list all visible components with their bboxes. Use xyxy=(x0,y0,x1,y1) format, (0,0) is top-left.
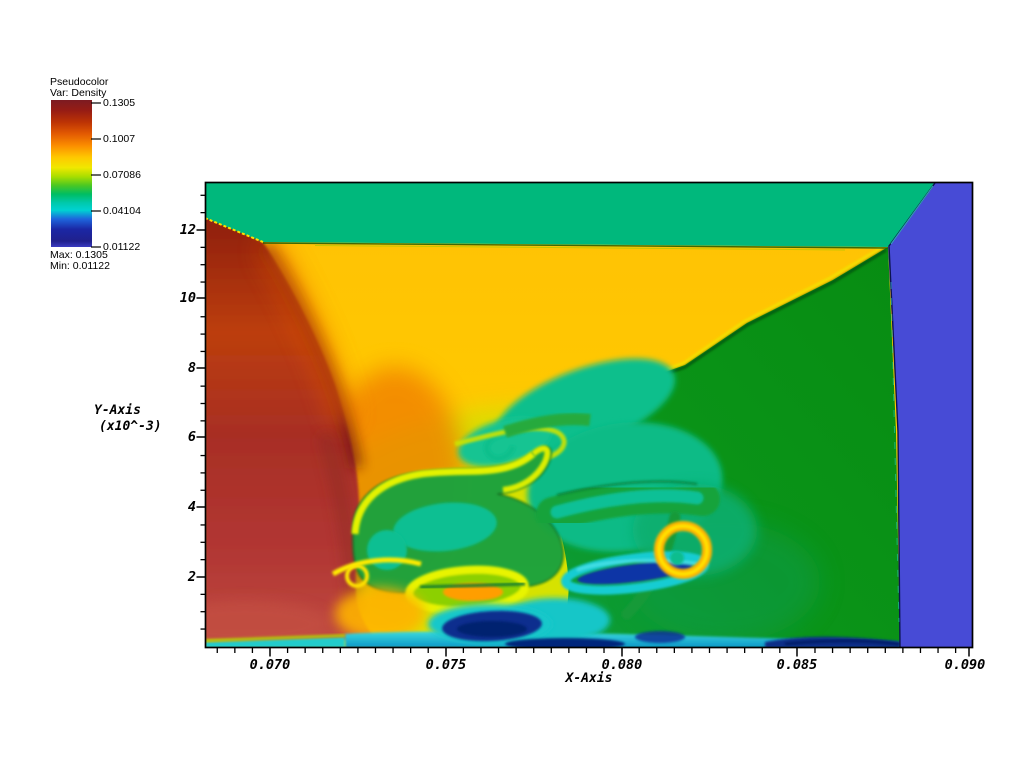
y-axis-exponent: (x10^-3) xyxy=(99,419,162,434)
y-axis-title: Y-Axis xyxy=(94,403,141,418)
colorbar-tick-label: 0.01122 xyxy=(103,241,141,253)
y-tick-label: 4 xyxy=(187,499,196,515)
plot-canvas-density-field[interactable] xyxy=(205,182,973,648)
x-axis-title: X-Axis xyxy=(565,671,613,686)
legend-title: Pseudocolor xyxy=(50,76,109,88)
x-tick-label: 0.080 xyxy=(601,657,643,673)
x-tick-label: 0.075 xyxy=(425,657,467,673)
legend-variable: Var: Density xyxy=(50,87,107,99)
region-top-band xyxy=(205,182,935,251)
x-tick-label: 0.070 xyxy=(249,657,291,673)
y-tick-label: 6 xyxy=(187,429,196,445)
legend-min: Min: 0.01122 xyxy=(50,260,110,272)
colorbar-tick-label: 0.04104 xyxy=(103,205,141,217)
legend-max: Max: 0.1305 xyxy=(50,249,108,261)
colorbar-tick-label: 0.1007 xyxy=(103,133,136,145)
colorbar xyxy=(51,100,92,247)
region-right-blue-strip xyxy=(888,182,973,648)
y-tick-label: 2 xyxy=(187,569,196,585)
y-tick-label: 10 xyxy=(179,290,196,306)
y-tick-label: 8 xyxy=(187,360,196,376)
colorbar-tick-label: 0.07086 xyxy=(103,169,141,181)
y-tick-label: 12 xyxy=(179,222,196,238)
colorbar-tick-label: 0.1305 xyxy=(103,97,136,109)
x-tick-label: 0.085 xyxy=(776,657,818,673)
x-tick-label: 0.090 xyxy=(944,657,986,673)
